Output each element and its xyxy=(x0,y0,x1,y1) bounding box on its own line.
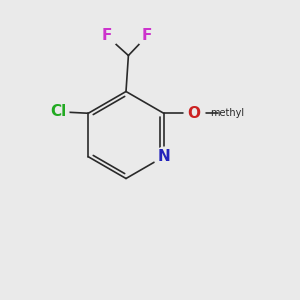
Text: N: N xyxy=(157,149,170,164)
Text: F: F xyxy=(102,28,112,44)
Text: F: F xyxy=(142,28,152,44)
Text: O: O xyxy=(187,106,200,121)
Text: methyl: methyl xyxy=(210,108,244,118)
Text: Cl: Cl xyxy=(50,104,67,119)
